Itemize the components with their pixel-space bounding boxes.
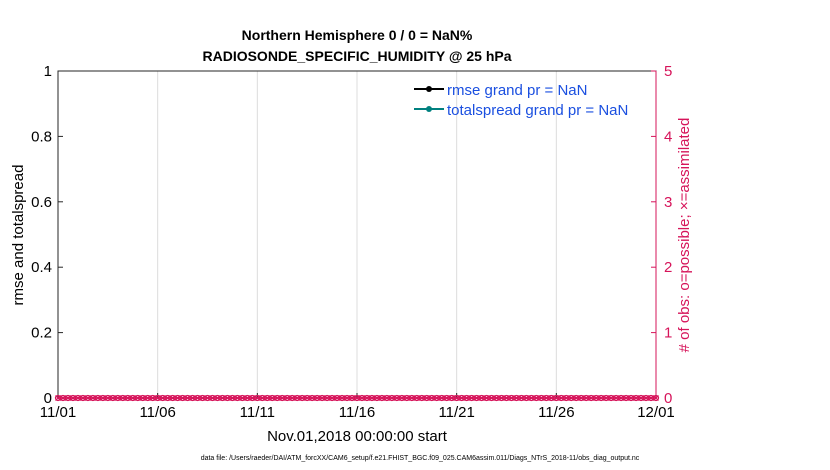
- legend-label-rmse: rmse grand pr = NaN: [447, 82, 587, 99]
- chart-title-line2: RADIOSONDE_SPECIFIC_HUMIDITY @ 25 hPa: [202, 48, 511, 64]
- chart-title-line1: Northern Hemisphere 0 / 0 = NaN%: [242, 27, 473, 43]
- x-tick-label: 11/01: [40, 404, 76, 421]
- x-tick-label: 11/21: [438, 404, 474, 421]
- y-left-tick-label: 0.6: [31, 194, 52, 211]
- y-axis-left: 0 0.2 0.4 0.6 0.8 1: [31, 63, 63, 407]
- y-axis-left-label: rmse and totalspread: [10, 165, 27, 306]
- y-left-tick-label: 1: [44, 63, 52, 80]
- x-tick-label: 11/11: [240, 404, 275, 421]
- y-left-tick-label: 0.2: [31, 325, 52, 342]
- y-right-tick-label: 1: [664, 325, 672, 342]
- y-left-tick-label: 0: [44, 390, 52, 407]
- legend: rmse grand pr = NaN totalspread grand pr…: [414, 82, 628, 119]
- x-axis-label: Nov.01,2018 00:00:00 start: [267, 428, 448, 445]
- y-left-tick-label: 0.4: [31, 259, 52, 276]
- y-right-tick-label: 2: [664, 259, 672, 276]
- grid: [157, 71, 557, 398]
- y-right-tick-label: 0: [664, 390, 672, 407]
- legend-label-totalspread: totalspread grand pr = NaN: [447, 102, 628, 119]
- y-right-tick-label: 3: [664, 194, 672, 211]
- y-right-tick-label: 5: [664, 63, 672, 80]
- y-right-tick-label: 4: [664, 128, 672, 145]
- obs-count-markers: [54, 394, 660, 402]
- y-axis-right-label: # of obs: o=possible; ×=assimilated: [676, 118, 693, 353]
- data-file-footer: data file: /Users/raeder/DAI/ATM_forcXX/…: [201, 455, 640, 462]
- x-tick-label: 11/16: [339, 404, 375, 421]
- x-tick-label: 11/26: [538, 404, 574, 421]
- x-tick-label: 11/06: [139, 404, 175, 421]
- y-axis-right: 0 1 2 3 4 5: [651, 63, 672, 407]
- x-tick-label: 12/01: [637, 404, 675, 421]
- legend-marker-rmse: [426, 86, 432, 92]
- y-left-tick-label: 0.8: [31, 128, 52, 145]
- legend-marker-totalspread: [426, 106, 432, 112]
